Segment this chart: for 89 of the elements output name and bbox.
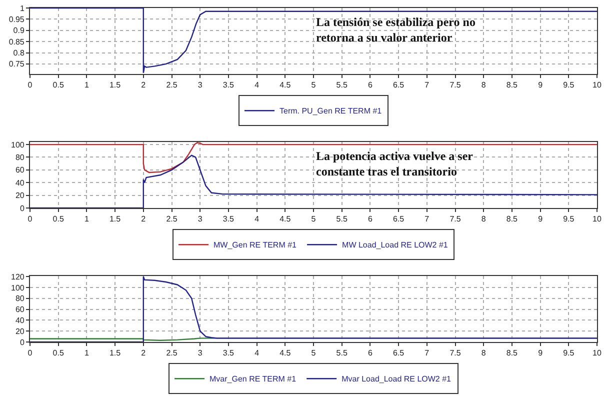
y-tick-label: 0 <box>20 338 25 347</box>
x-tick-label: 6.5 <box>392 80 405 90</box>
x-tick-label: 4.5 <box>280 80 292 90</box>
x-tick-label: 8 <box>481 348 486 358</box>
x-tick-label: 1 <box>84 348 90 358</box>
x-tick-label: 8.5 <box>506 80 518 90</box>
x-tick-label: 0 <box>28 348 33 358</box>
x-tick-label: 9.5 <box>563 80 575 90</box>
y-tick-label: 0.95 <box>8 14 25 24</box>
x-tick-label: 2.5 <box>166 348 178 358</box>
x-tick-label: 6 <box>368 80 373 90</box>
x-tick-label: 5.5 <box>336 80 348 90</box>
x-tick-label: 3.5 <box>222 214 235 224</box>
x-tick-label: 2.5 <box>166 80 178 90</box>
y-tick-label: 0.75 <box>8 60 25 69</box>
x-tick-label: 10 <box>592 348 602 358</box>
x-tick-label: 4 <box>254 214 260 224</box>
y-tick-label: 60 <box>15 166 25 175</box>
legend-label: Mvar_Gen RE TERM #1 <box>210 374 297 384</box>
x-tick-label: 3.5 <box>222 80 235 90</box>
x-tick-label: 5 <box>311 214 316 224</box>
y-tick-label: 40 <box>15 178 25 188</box>
legend-label: MW Load_Load RE LOW2 #1 <box>342 240 448 250</box>
x-tick-label: 9.5 <box>563 214 575 224</box>
x-tick-label: 2 <box>141 80 146 90</box>
x-tick-label: 4 <box>254 80 260 90</box>
y-tick-label: 100 <box>11 140 25 150</box>
x-tick-label: 2.5 <box>166 214 178 224</box>
x-tick-label: 8 <box>481 80 486 90</box>
y-tick-label: 0.8 <box>13 48 25 58</box>
x-tick-label: 1.5 <box>109 214 122 224</box>
y-tick-label: 40 <box>15 316 25 325</box>
x-tick-label: 1 <box>84 214 90 224</box>
x-tick-label: 7.5 <box>450 214 462 224</box>
x-tick-label: 3.5 <box>222 348 235 358</box>
legend-label: Term. PU_Gen RE TERM #1 <box>280 106 382 116</box>
x-tick-label: 6.5 <box>392 214 405 224</box>
x-tick-label: 8 <box>481 214 486 224</box>
x-tick-label: 3 <box>198 214 203 224</box>
x-tick-label: 1 <box>84 80 90 90</box>
x-tick-label: 2 <box>141 348 146 358</box>
x-tick-label: 5 <box>311 348 316 358</box>
x-tick-label: 6 <box>368 214 373 224</box>
x-tick-label: 0 <box>28 80 33 90</box>
x-tick-label: 7.5 <box>450 80 462 90</box>
x-tick-label: 1.5 <box>109 348 122 358</box>
y-tick-label: 120 <box>11 272 25 282</box>
x-tick-label: 9 <box>538 214 544 224</box>
y-tick-label: 0 <box>20 204 25 213</box>
x-tick-label: 9 <box>538 80 544 90</box>
y-tick-label: 0.85 <box>8 37 25 46</box>
x-tick-label: 8.5 <box>506 214 518 224</box>
annotation: La potencia activa vuelve a ser constante tras el transitorio <box>316 149 474 179</box>
x-tick-label: 0 <box>28 214 33 224</box>
y-tick-label: 20 <box>15 191 25 200</box>
x-tick-label: 4 <box>254 348 260 358</box>
x-tick-label: 3 <box>198 348 203 358</box>
x-tick-label: 7 <box>424 348 430 358</box>
annotation: La tensión se estabiliza pero no retorna a su valor anterior <box>316 15 476 45</box>
legend-label: MW_Gen RE TERM #1 <box>214 240 298 250</box>
y-tick-label: 0.9 <box>13 26 25 36</box>
y-tick-label: 1 <box>20 4 25 13</box>
x-tick-label: 7 <box>424 80 430 90</box>
x-tick-label: 4.5 <box>280 214 292 224</box>
x-tick-label: 3 <box>198 80 203 90</box>
x-tick-label: 0.5 <box>52 80 64 90</box>
x-tick-label: 0.5 <box>52 348 64 358</box>
x-tick-label: 0.5 <box>52 214 64 224</box>
y-tick-label: 20 <box>15 326 25 336</box>
x-tick-label: 9 <box>538 348 544 358</box>
y-tick-label: 80 <box>15 294 25 304</box>
x-tick-label: 5.5 <box>336 348 348 358</box>
x-tick-label: 6 <box>368 348 373 358</box>
x-tick-label: 5 <box>311 80 316 90</box>
x-tick-label: 10 <box>592 214 602 224</box>
legend-label: Mvar Load_Load RE LOW2 #1 <box>342 374 452 384</box>
x-tick-label: 5.5 <box>336 214 348 224</box>
x-tick-label: 7 <box>424 214 430 224</box>
x-tick-label: 4.5 <box>280 348 292 358</box>
x-tick-label: 10 <box>592 80 602 90</box>
y-tick-label: 100 <box>11 283 25 292</box>
x-tick-label: 6.5 <box>392 348 405 358</box>
x-tick-label: 2 <box>141 214 146 224</box>
y-tick-label: 80 <box>15 153 25 162</box>
y-tick-label: 60 <box>15 305 25 314</box>
x-tick-label: 8.5 <box>506 348 518 358</box>
x-tick-label: 1.5 <box>109 80 122 90</box>
x-tick-label: 7.5 <box>450 348 462 358</box>
x-tick-label: 9.5 <box>563 348 575 358</box>
